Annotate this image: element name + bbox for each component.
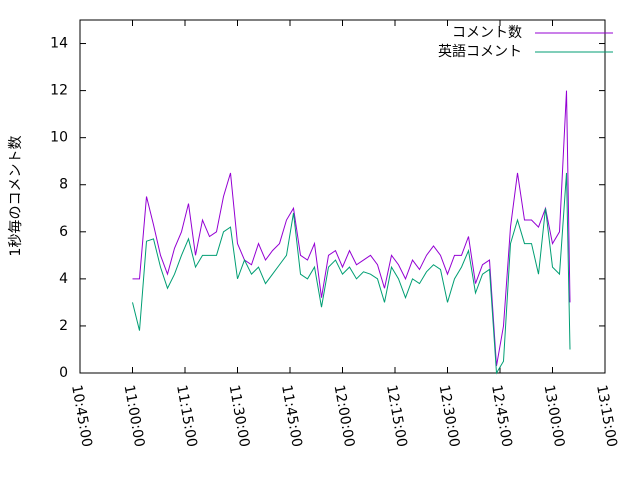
y-tick-label: 12 (50, 83, 68, 99)
x-tick-label: 12:15:00 (383, 384, 410, 449)
y-tick-label: 8 (59, 177, 68, 193)
x-tick-label: 11:00:00 (121, 384, 148, 449)
x-tick-label: 12:00:00 (331, 384, 358, 449)
y-tick-label: 0 (59, 365, 68, 381)
y-tick-label: 4 (59, 271, 68, 287)
x-tick-label: 11:45:00 (278, 384, 305, 449)
series-line (132, 90, 571, 367)
y-tick-label: 2 (59, 318, 68, 334)
y-tick-label: 14 (50, 36, 68, 52)
y-axis-label: 1秒毎のコメント数 (8, 136, 24, 257)
x-tick-label: 12:30:00 (436, 384, 463, 449)
legend-label: コメント数 (452, 25, 522, 41)
x-tick-label: 11:15:00 (173, 384, 200, 449)
x-tick-label: 13:00:00 (541, 384, 568, 449)
x-tick-label: 10:45:00 (68, 384, 95, 449)
legend-label: 英語コメント (438, 43, 522, 60)
plot-frame (79, 19, 606, 374)
x-tick-label: 11:30:00 (226, 384, 253, 449)
y-tick-label: 6 (59, 224, 68, 240)
series-line (132, 172, 571, 375)
x-tick-label: 13:15:00 (593, 384, 620, 449)
x-tick-label: 12:45:00 (488, 384, 515, 449)
y-tick-label: 10 (50, 130, 68, 146)
